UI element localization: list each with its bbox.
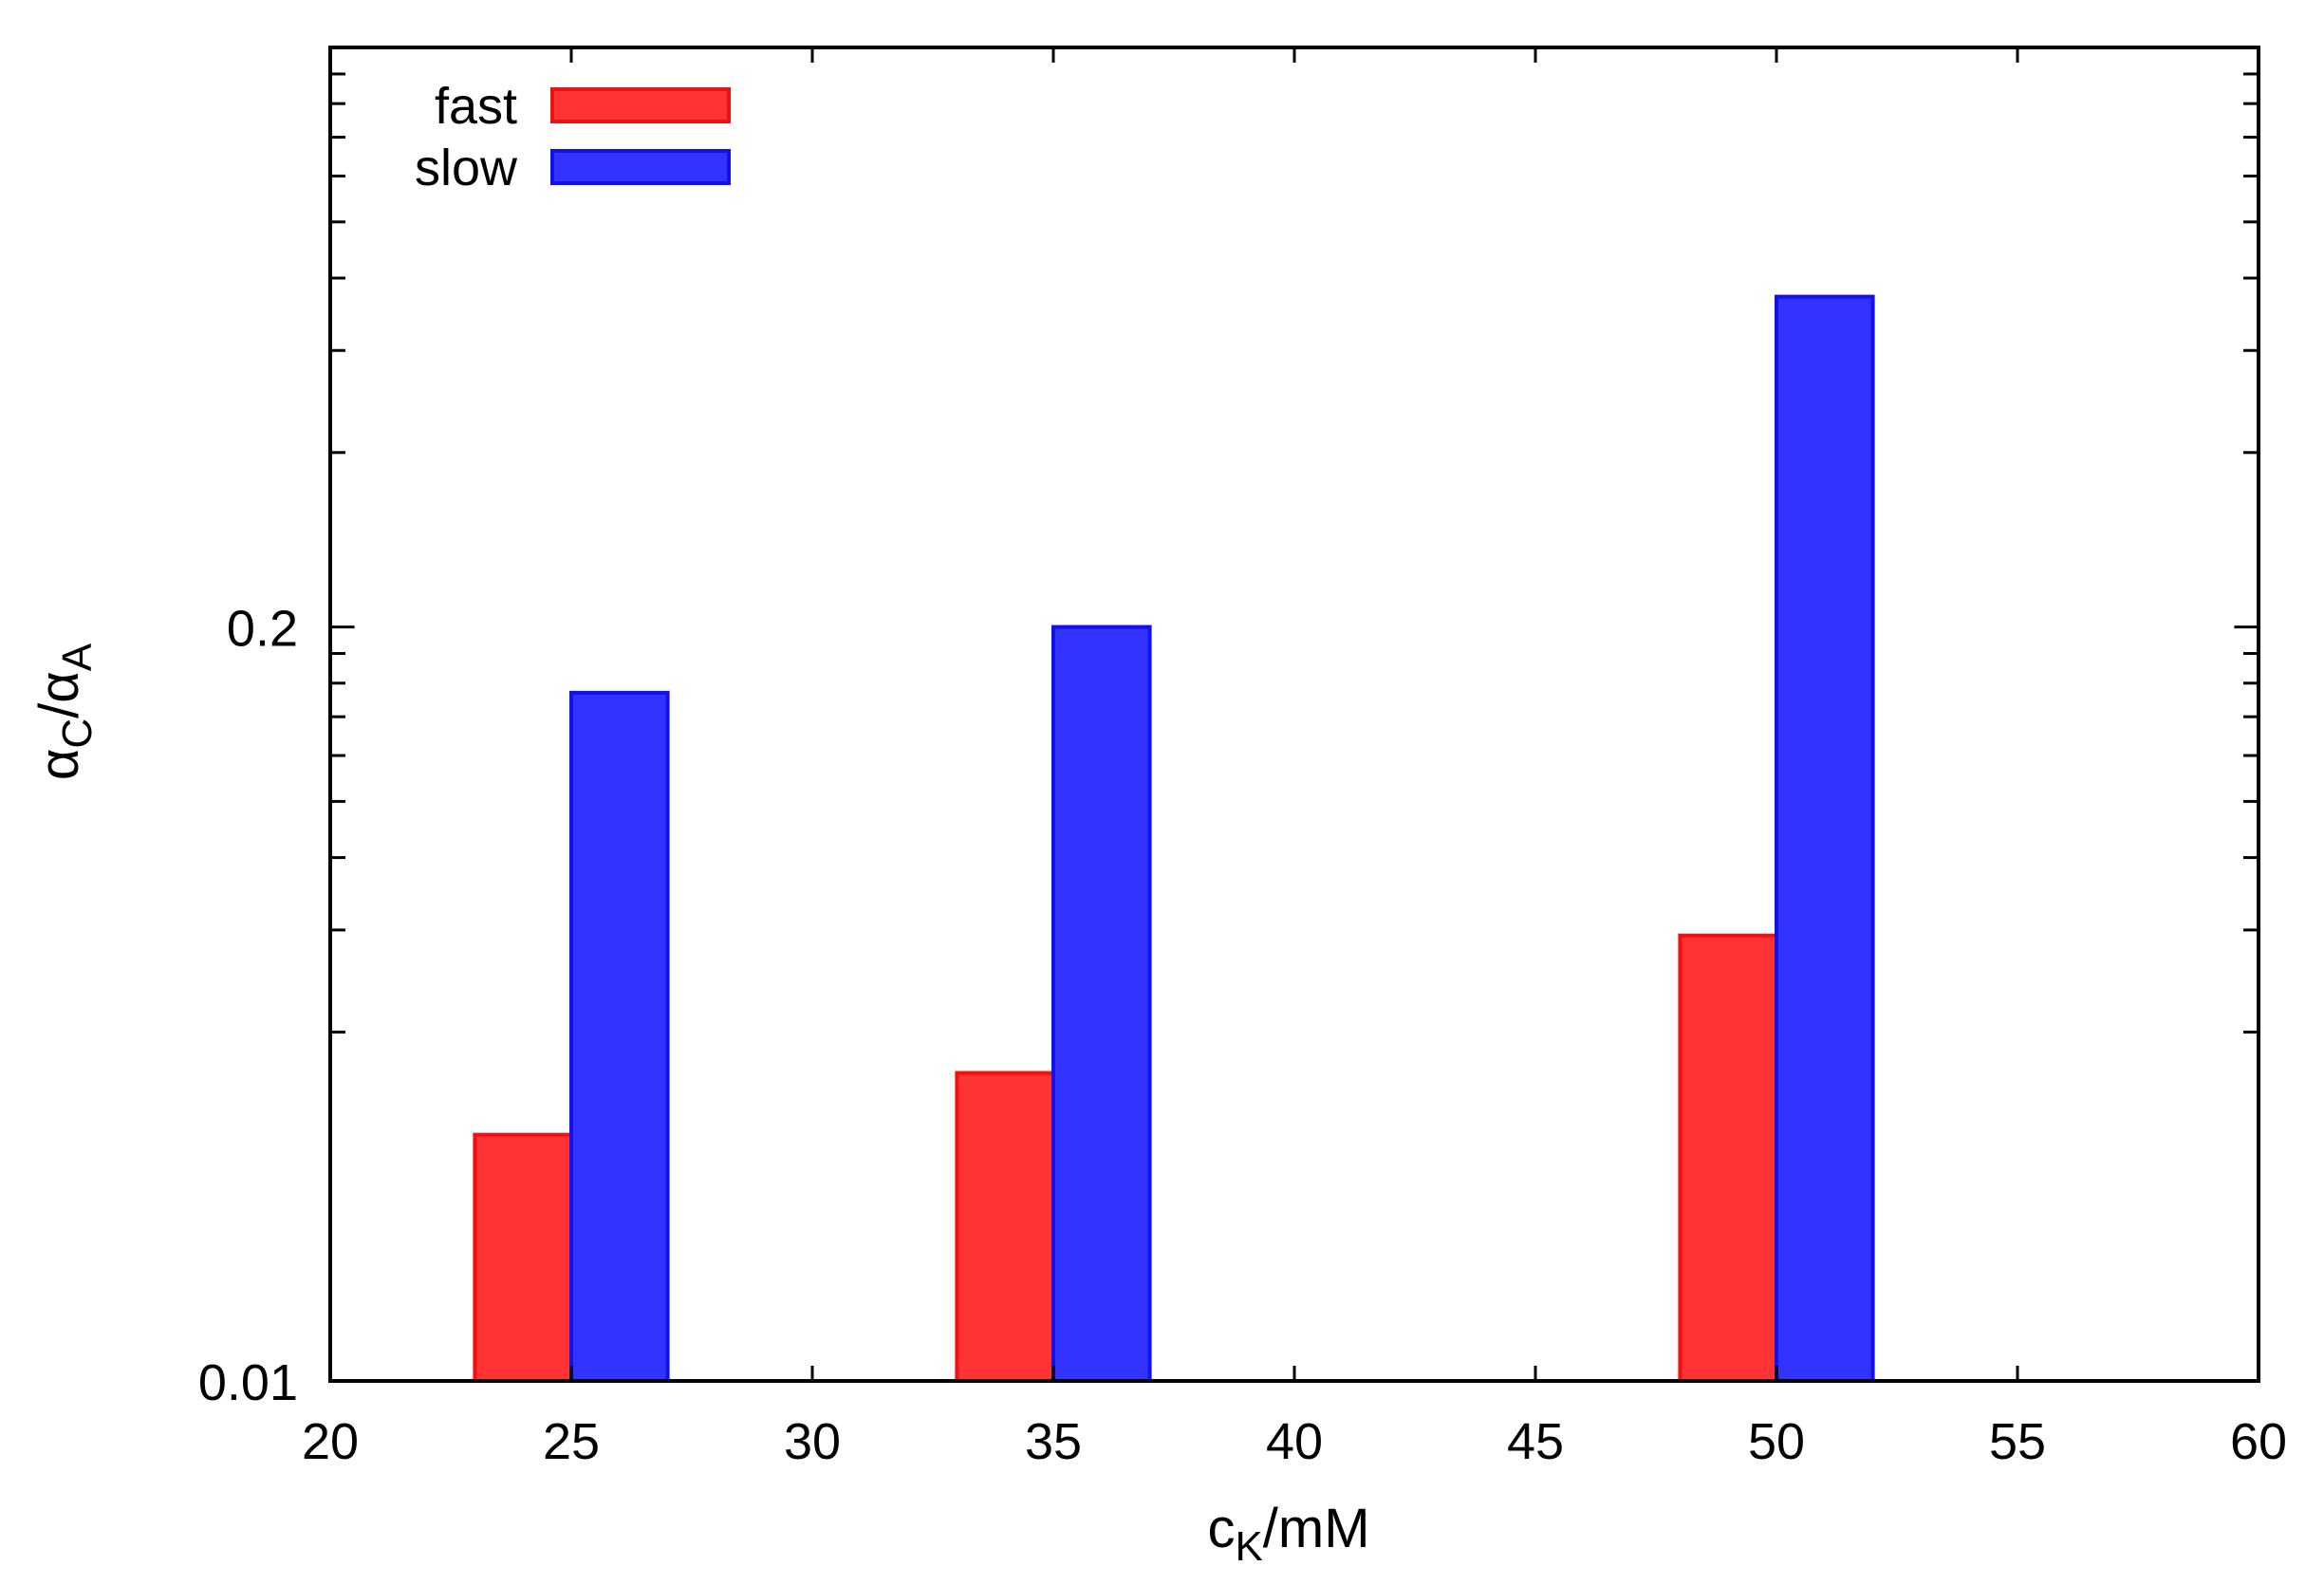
x-tick-label-25: 25 xyxy=(543,1413,600,1470)
x-tick-label-20: 20 xyxy=(302,1413,359,1470)
bars-layer xyxy=(473,294,1875,1384)
x-tick-label-30: 30 xyxy=(784,1413,841,1470)
x-tick-label-35: 35 xyxy=(1025,1413,1082,1470)
bar-slow-50 xyxy=(1775,294,1875,1384)
y-axis-label-slash: / xyxy=(28,702,90,718)
x-tick-label-60: 60 xyxy=(2230,1413,2287,1470)
tick-labels-layer: 20 25 30 35 40 45 50 55 60 0.01 0.2 xyxy=(198,601,2287,1470)
x-axis-label: cK/mM xyxy=(1207,1498,1369,1570)
legend-swatch-fast xyxy=(550,87,731,123)
y-axis-label-alpha2: α xyxy=(28,671,90,703)
bar-fast-50 xyxy=(1678,933,1779,1383)
y-axis-label: αC/αA xyxy=(28,643,101,780)
plot-frame xyxy=(328,46,2260,1383)
x-tick-label-45: 45 xyxy=(1507,1413,1564,1470)
x-tick-label-50: 50 xyxy=(1748,1413,1805,1470)
bar-slow-35 xyxy=(1051,625,1152,1383)
legend-label-fast: fast xyxy=(435,78,517,135)
y-tick-label-0.01: 0.01 xyxy=(198,1354,298,1411)
legend: fast slow xyxy=(415,78,731,196)
x-tick-label-40: 40 xyxy=(1266,1413,1323,1470)
y-axis-label-alpha1: α xyxy=(28,749,90,781)
bar-fast-35 xyxy=(955,1071,1056,1384)
bar-slow-25 xyxy=(569,690,670,1383)
x-axis-label-rest: /mM xyxy=(1263,1498,1370,1559)
ticks-layer xyxy=(328,47,2260,1383)
bar-fast-25 xyxy=(473,1132,573,1384)
legend-label-slow: slow xyxy=(415,140,518,196)
y-axis-label-sub1: C xyxy=(54,718,101,749)
y-axis-label-sub2: A xyxy=(54,643,101,671)
x-axis-label-base: c xyxy=(1207,1498,1235,1559)
legend-swatch-slow xyxy=(550,149,731,185)
y-tick-label-0.2: 0.2 xyxy=(227,601,298,658)
x-axis-label-sub: K xyxy=(1235,1523,1262,1570)
x-tick-label-55: 55 xyxy=(1989,1413,2046,1470)
